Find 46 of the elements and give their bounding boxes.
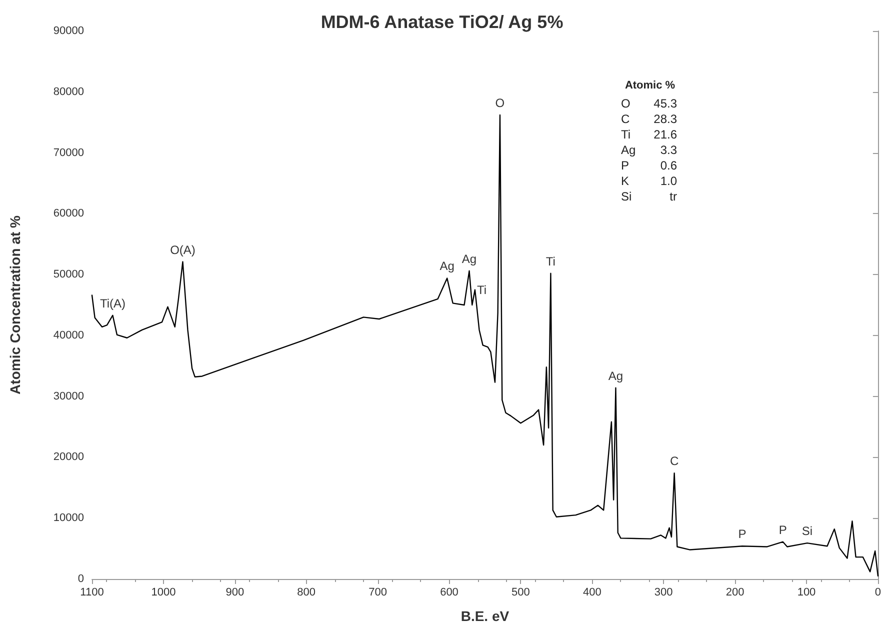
x-axis-title: B.E. eV	[460, 608, 510, 624]
x-tick-label: 800	[297, 586, 316, 598]
annotation: Ti(A)	[100, 296, 126, 310]
annotation: P	[738, 527, 746, 542]
annotation: Ag	[440, 259, 454, 274]
annotation: Atomic %	[624, 80, 676, 92]
text: Si tr	[621, 190, 677, 204]
text: O 45.3	[621, 96, 677, 110]
y-tick-label: 50000	[53, 268, 84, 281]
annotation: P	[778, 522, 787, 537]
annotation: Ti	[546, 254, 556, 268]
x-tick-label: 700	[368, 586, 387, 598]
y-tick-label: 30000	[53, 390, 84, 402]
text: Ti 21.6	[621, 128, 677, 142]
text: K 1.0	[621, 174, 677, 188]
y-tick-label: 90000	[53, 25, 84, 37]
annotation: Ti	[476, 282, 487, 297]
x-tick-label: 600	[440, 586, 458, 598]
x-tick-label: 1100	[80, 586, 104, 598]
x-tick-label: 100	[797, 586, 816, 598]
y-tick-label: 20000	[53, 451, 84, 464]
x-tick-label: 1000	[151, 586, 176, 598]
y-tick-label: 40000	[53, 329, 84, 342]
y-tick-label: 70000	[53, 146, 84, 159]
annotation: Ag	[608, 368, 624, 383]
annotation: O	[495, 96, 505, 110]
annotation: Ag	[462, 252, 477, 266]
text: P 0.6	[621, 158, 677, 172]
x-tick-label: 900	[226, 586, 244, 598]
x-tick-label: 300	[654, 586, 673, 598]
x-tick-label: 0	[874, 586, 882, 598]
text: C 28.3	[621, 112, 677, 126]
annotation: Si	[802, 524, 813, 538]
y-axis-title: Atomic Concentration at %	[7, 215, 23, 394]
text: Ag 3.3	[621, 143, 677, 157]
line-series	[91, 114, 879, 577]
y-tick-label: 10000	[53, 512, 84, 524]
y-tick-label: 0	[78, 573, 84, 585]
y-tick-label: 60000	[53, 208, 84, 220]
x-tick-label: 400	[582, 586, 602, 598]
chart-title: MDM-6 Anatase TiO2/ Ag 5%	[320, 12, 564, 32]
annotation: O(A)	[170, 242, 196, 257]
x-tick-label: 200	[726, 586, 744, 598]
y-tick-label: 80000	[53, 86, 84, 98]
x-tick-label: 500	[512, 586, 530, 598]
annotation: C	[670, 454, 679, 468]
